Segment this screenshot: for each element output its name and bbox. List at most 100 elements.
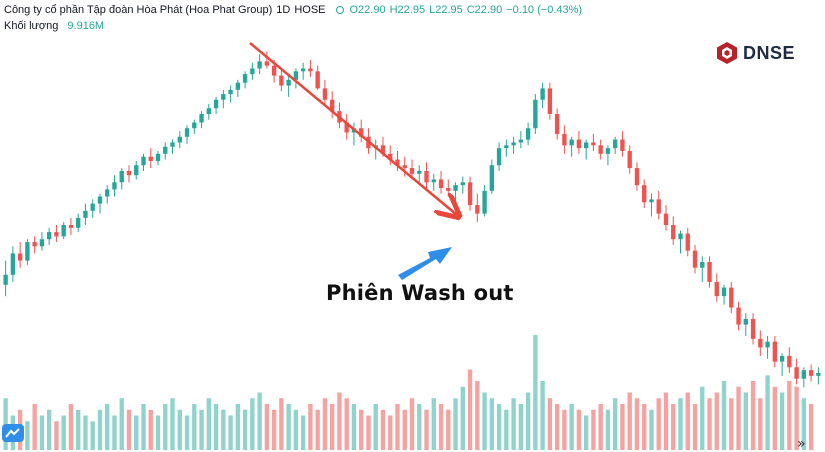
candle-body	[300, 68, 306, 72]
volume-bar	[112, 415, 117, 450]
candle-body	[322, 88, 328, 100]
candle-body	[213, 99, 219, 109]
candle-body	[344, 122, 349, 133]
volume-bar	[576, 409, 582, 450]
volume-bar	[199, 409, 204, 450]
candle-body	[460, 182, 465, 186]
volume-bar	[409, 398, 415, 450]
candle-body	[380, 145, 386, 154]
volume-bar	[250, 398, 255, 450]
low-value: L22.95	[429, 4, 463, 16]
candle-body	[206, 108, 211, 114]
volume-bar	[656, 398, 661, 450]
volume-bar	[446, 409, 451, 450]
volume-bar	[627, 392, 632, 450]
volume-bar	[105, 404, 110, 450]
volume-bar	[359, 409, 364, 450]
volume-bar	[97, 409, 103, 450]
volume-bar	[68, 404, 74, 450]
candle-body	[678, 233, 683, 240]
dnse-logo-icon	[717, 42, 737, 64]
candle-body	[446, 188, 451, 191]
candle-body	[794, 367, 799, 379]
candle-body	[293, 71, 299, 80]
brand-name: DNSE	[743, 42, 796, 63]
candle-body	[475, 205, 480, 214]
volume-bar	[417, 404, 422, 450]
volume-bar	[402, 409, 407, 450]
candle-body	[649, 199, 654, 203]
candle-body	[707, 262, 712, 282]
volume-bar	[583, 415, 589, 450]
volume-bar	[293, 409, 299, 450]
candle-body	[721, 287, 727, 297]
volume-bar	[518, 404, 524, 450]
volume-bar	[453, 398, 458, 450]
candle-body	[714, 281, 719, 297]
candle-body	[504, 145, 509, 149]
volume-label[interactable]: Khối lượng	[4, 20, 59, 32]
candle-body	[61, 225, 66, 237]
candle-body	[76, 217, 81, 228]
candle-body	[286, 79, 291, 86]
candle-body	[148, 156, 153, 161]
symbol-name[interactable]: Công ty cổ phần Tập đoàn Hòa Phát (Hoa P…	[4, 4, 273, 16]
volume-bar	[300, 415, 306, 450]
dnse-logo: DNSE	[716, 41, 795, 65]
volume-bar	[714, 392, 719, 450]
volume-bar	[126, 409, 132, 450]
volume-bar	[482, 392, 487, 450]
volume-bar	[496, 404, 502, 450]
high-value: H22.95	[389, 4, 426, 16]
wash-out-annotation: Phiên Wash out	[326, 281, 514, 305]
candle-body	[554, 114, 560, 134]
scroll-to-latest-icon[interactable]: »	[797, 436, 806, 452]
volume-bar	[286, 404, 291, 450]
tradingview-logo-icon[interactable]	[2, 424, 24, 442]
candle-body	[801, 370, 807, 379]
candle-body	[25, 242, 30, 261]
volume-bar	[700, 386, 705, 450]
volume-bar	[46, 409, 52, 450]
volume-bar	[736, 386, 741, 450]
volume-bar	[620, 404, 625, 450]
change-value: −0.10 (−0.43%)	[506, 4, 583, 16]
volume-bar	[242, 409, 248, 450]
volume-bar	[431, 398, 436, 450]
exchange-label: HOSE	[294, 4, 326, 16]
interval-label[interactable]: 1D	[276, 4, 291, 16]
candle-body	[315, 71, 320, 89]
candle-body	[605, 148, 611, 154]
candle-body	[417, 170, 422, 174]
volume-bar	[279, 398, 284, 450]
volume-bar	[794, 386, 799, 450]
candle-body	[264, 61, 270, 66]
volume-bar	[177, 409, 182, 450]
candle-body	[359, 128, 364, 137]
candle-body	[54, 232, 59, 237]
close-value: C22.90	[466, 4, 503, 16]
volume-bar	[721, 381, 727, 450]
candle-body	[743, 318, 748, 325]
candle-body	[482, 190, 487, 214]
volume-bar	[678, 398, 683, 450]
candle-body	[533, 99, 538, 129]
volume-bar	[671, 404, 676, 450]
volume-bar	[460, 386, 465, 450]
candle-body	[250, 68, 255, 75]
volume-bar	[598, 404, 603, 450]
candle-body	[627, 151, 632, 169]
volume-bar	[772, 386, 778, 450]
volume-bar	[649, 409, 654, 450]
candle-body	[765, 341, 770, 348]
volume-bar	[337, 392, 342, 450]
volume-bar	[32, 404, 37, 450]
volume-bar	[562, 409, 567, 450]
candle-body	[569, 139, 574, 146]
candle-body	[518, 139, 524, 143]
volume-bar	[750, 381, 756, 450]
candle-body	[242, 74, 248, 83]
volume-bar	[540, 381, 545, 450]
volume-bar	[308, 404, 313, 450]
